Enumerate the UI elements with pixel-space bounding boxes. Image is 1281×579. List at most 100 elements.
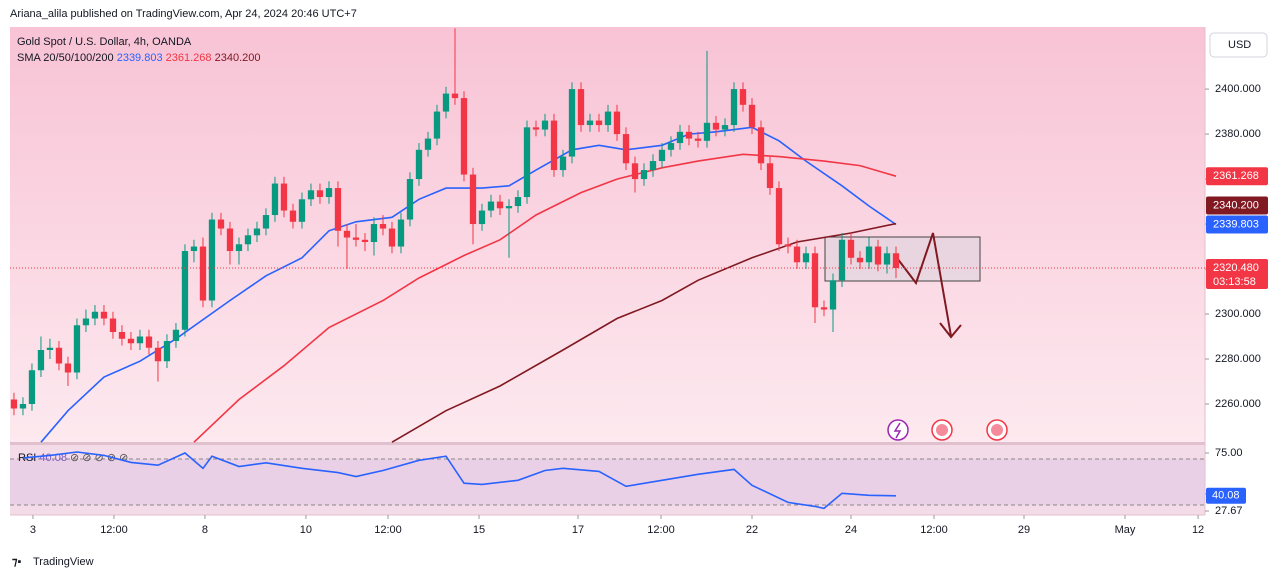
candle-body (226, 228, 234, 252)
candle-body (478, 210, 486, 225)
candle-body (847, 239, 855, 258)
candle-body (640, 170, 648, 180)
event-icon-glyph (893, 422, 902, 439)
candle-body (865, 246, 873, 263)
candle-body (118, 332, 126, 339)
candle-body (262, 215, 270, 229)
x-tick-label: 12:00 (374, 524, 402, 536)
candle-body (730, 89, 738, 126)
candle-body (397, 219, 405, 247)
candle-body (649, 161, 657, 171)
candle-body (667, 143, 675, 150)
legend-value: 2361.268 (166, 52, 212, 64)
candle-body (856, 257, 864, 263)
y-tick-label: 2380.000 (1215, 128, 1261, 140)
candle-body (46, 347, 54, 351)
candle-body (586, 120, 594, 126)
event-icon[interactable] (887, 419, 909, 441)
candle-body (793, 246, 801, 263)
candle-body (100, 311, 108, 319)
candle-body (874, 246, 882, 265)
candle-body (838, 239, 846, 281)
candle-body (712, 122, 720, 130)
candle-body (460, 98, 468, 175)
candle-body (442, 93, 450, 112)
chart-title: Gold Spot / U.S. Dollar, 4h, OANDA (17, 36, 192, 48)
candle-body (577, 89, 585, 126)
indicator-legend: SMA 20/50/100/200 2339.803 2361.268 2340… (17, 52, 261, 64)
candle-body (109, 318, 117, 333)
y-tick-label: 2400.000 (1215, 83, 1261, 95)
candle-body (289, 210, 297, 222)
candle-body (64, 363, 72, 373)
event-flag (936, 424, 948, 436)
candle-body (820, 307, 828, 310)
candle-body (604, 111, 612, 126)
candle-body (613, 111, 621, 135)
countdown-label: 03:13:58 (1213, 276, 1256, 288)
candle-body (154, 347, 162, 362)
candle-body (235, 244, 243, 252)
sma-badge (1206, 167, 1268, 186)
candle-body (82, 318, 90, 326)
candle-body (361, 239, 369, 243)
projection-arrow (896, 232, 952, 337)
rsi-icons: ⊘ ⊘ ⊘ ⊘ ⊘ (70, 452, 128, 464)
candle-body (325, 188, 333, 198)
candle-body (559, 156, 567, 171)
candle-body (145, 336, 153, 348)
candle-body (622, 134, 630, 164)
x-tick-label: 12 (1192, 524, 1204, 536)
candle-body (343, 230, 351, 238)
rsi-badge-label: 40.08 (1212, 490, 1240, 502)
candle-body (19, 403, 27, 409)
indicator-label: SMA 20/50/100/200 (17, 52, 114, 64)
rsi-line (22, 451, 897, 510)
sma-line (40, 126, 897, 443)
candle-body (550, 120, 558, 171)
sma-line (193, 153, 897, 443)
candle-body (757, 127, 765, 164)
candle-body (892, 253, 900, 268)
candle-body (595, 120, 603, 126)
candle-body (802, 253, 810, 263)
sma-line (391, 222, 897, 443)
x-tick-label: 10 (300, 524, 312, 536)
event-flag (991, 424, 1003, 436)
published-line: Ariana_alila published on TradingView.co… (10, 8, 357, 20)
candle-body (28, 370, 36, 404)
candle-body (244, 235, 252, 245)
candle-body (415, 149, 423, 180)
candle-body (208, 219, 216, 301)
x-tick-label: 24 (845, 524, 857, 536)
candle-body (433, 111, 441, 139)
x-tick-label: 3 (30, 524, 36, 536)
candle-body (10, 399, 18, 409)
y-tick-label: 27.67 (1215, 505, 1243, 517)
candle-body (496, 201, 504, 209)
candle-body (388, 228, 396, 247)
brand-name: TradingView (33, 556, 94, 568)
candle-body (532, 127, 540, 130)
legend-value: 2339.803 (117, 52, 163, 64)
y-tick-label: 75.00 (1215, 447, 1243, 459)
currency-label[interactable]: USD (1228, 39, 1251, 51)
candle-body (811, 253, 819, 308)
y-tick-label: 2300.000 (1215, 308, 1261, 320)
candle-body (217, 219, 225, 229)
candle-body (739, 89, 747, 105)
x-tick-label: 22 (746, 524, 758, 536)
candle-body (136, 336, 144, 344)
candle-body (199, 246, 207, 301)
x-tick-label: 15 (473, 524, 485, 536)
sma-badge-label: 2361.268 (1213, 170, 1259, 182)
candle-body (784, 244, 792, 247)
sma-badge (1206, 215, 1268, 234)
candle-body (694, 138, 702, 141)
candle-body (424, 138, 432, 150)
rsi-band (10, 459, 1205, 505)
candle-body (379, 224, 387, 229)
candle-body (676, 131, 684, 144)
x-tick-label: May (1115, 524, 1136, 536)
currency-button[interactable] (1209, 32, 1268, 58)
